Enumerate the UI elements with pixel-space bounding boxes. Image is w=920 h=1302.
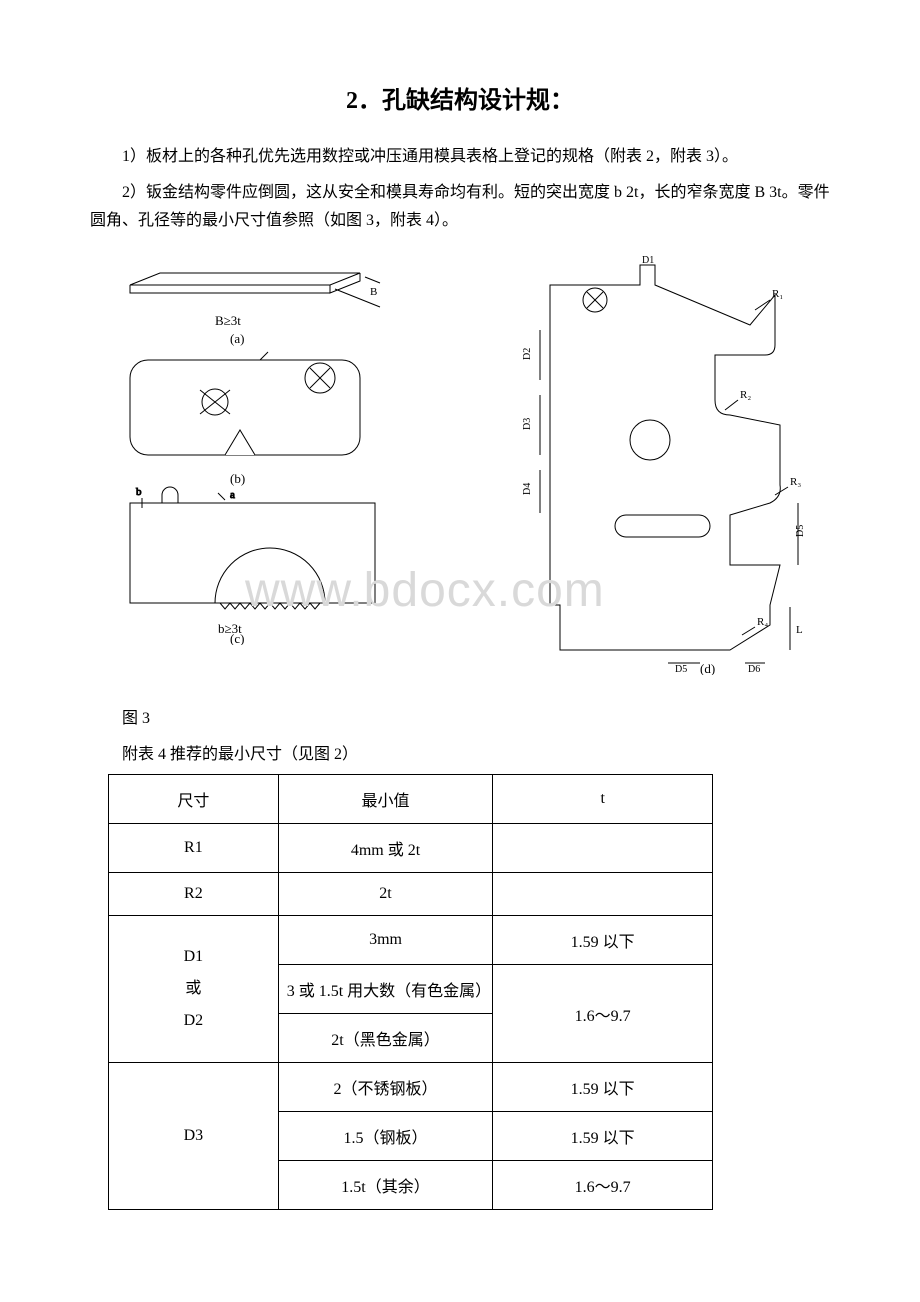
table-row: R1 4mm 或 2t xyxy=(109,824,713,873)
table-cell: 1.5t（其余） xyxy=(278,1161,493,1210)
table-cell: 1.5（钢板） xyxy=(278,1112,493,1161)
svg-text:(c): (c) xyxy=(230,631,244,645)
table-caption: 附表 4 推荐的最小尺寸（见图 2） xyxy=(90,740,830,764)
table-header: t xyxy=(493,775,713,824)
svg-text:D2: D2 xyxy=(522,348,533,360)
svg-text:(b): (b) xyxy=(230,471,245,486)
table-cell: 3 或 1.5t 用大数（有色金属） xyxy=(278,965,493,1014)
table-cell: 3mm xyxy=(278,916,493,965)
table-cell: D3 xyxy=(109,1063,279,1210)
table-cell: 1.59 以下 xyxy=(493,916,713,965)
table-cell: 1.6～9.7 xyxy=(493,1161,713,1210)
table-cell: 2t（黑色金属） xyxy=(278,1014,493,1063)
table-4: 尺寸 最小值 t R1 4mm 或 2t R2 2t D1 或 D2 3mm 1… xyxy=(108,774,713,1210)
svg-text:a: a xyxy=(230,489,235,501)
svg-text:(d): (d) xyxy=(700,661,715,675)
table-row: D1 或 D2 3mm 1.59 以下 xyxy=(109,916,713,965)
figure-left-column: B B≥3t (a) (b) xyxy=(100,255,420,650)
figure-caption: 图 3 xyxy=(90,704,830,728)
svg-text:R₂: R₂ xyxy=(740,389,751,401)
svg-text:D3: D3 xyxy=(522,418,533,430)
table-cell: 1.59 以下 xyxy=(493,1063,713,1112)
section-title: 2．孔缺结构设计规： xyxy=(90,80,830,115)
svg-text:R₃: R₃ xyxy=(790,476,801,488)
table-row: D3 2（不锈钢板） 1.59 以下 xyxy=(109,1063,713,1112)
table-cell: 4mm 或 2t xyxy=(278,824,493,873)
table-cell: R2 xyxy=(109,873,279,916)
paragraph-1: 1）板材上的各种孔优先选用数控或冲压通用模具表格上登记的规格（附表 2，附表 3… xyxy=(90,143,830,171)
svg-text:L: L xyxy=(796,624,803,636)
table-cell xyxy=(493,873,713,916)
svg-text:D5: D5 xyxy=(675,664,687,675)
svg-text:(a): (a) xyxy=(230,331,244,346)
table-cell: 2（不锈钢板） xyxy=(278,1063,493,1112)
table-cell: 1.6～9.7 xyxy=(493,965,713,1063)
table-header: 尺寸 xyxy=(109,775,279,824)
svg-text:b: b xyxy=(136,486,142,498)
svg-text:D5: D5 xyxy=(795,525,806,537)
paragraph-2: 2）钣金结构零件应倒圆，这从安全和模具寿命均有利。短的突出宽度 b 2t，长的窄… xyxy=(90,179,830,235)
table-cell xyxy=(493,824,713,873)
figure-3: B B≥3t (a) (b) xyxy=(90,255,830,680)
svg-text:R₁: R₁ xyxy=(772,288,783,300)
table-header: 最小值 xyxy=(278,775,493,824)
table-cell: R1 xyxy=(109,824,279,873)
label-B3t: B≥3t xyxy=(215,313,241,328)
table-cell: 1.59 以下 xyxy=(493,1112,713,1161)
table-cell: 2t xyxy=(278,873,493,916)
svg-text:D4: D4 xyxy=(522,483,533,495)
table-cell: D1 或 D2 xyxy=(109,916,279,1063)
figure-right-column: D1 R₁ R₂ R₃ R₄ D2 D3 D4 D5 L D5 D6 (d) xyxy=(520,255,820,680)
svg-text:B: B xyxy=(370,286,377,298)
table-row: R2 2t xyxy=(109,873,713,916)
table-row: 尺寸 最小值 t xyxy=(109,775,713,824)
svg-text:R₄: R₄ xyxy=(757,616,768,628)
svg-text:D6: D6 xyxy=(748,664,760,675)
svg-text:D1: D1 xyxy=(642,255,654,266)
